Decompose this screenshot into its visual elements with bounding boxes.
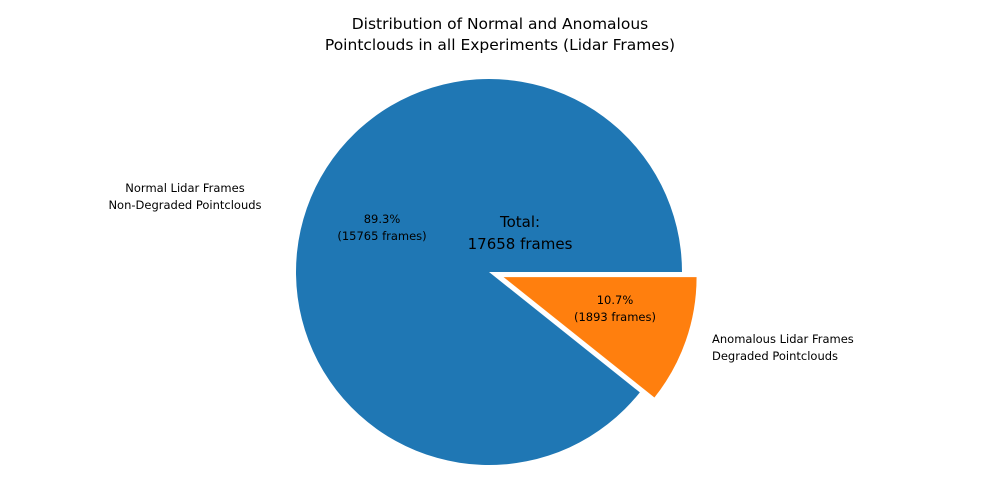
slice-label-normal: Normal Lidar Frames Non-Degraded Pointcl…: [108, 181, 262, 212]
slice-value-anomalous: 10.7% (1893 frames): [574, 293, 656, 324]
pie-slice-normal[interactable]: [296, 79, 682, 466]
slice-label-anomalous: Anomalous Lidar Frames Degraded Pointclo…: [712, 332, 854, 363]
chart-title: Distribution of Normal and Anomalous Poi…: [324, 15, 676, 54]
pie-slice-anomalous[interactable]: [503, 277, 697, 398]
slice-value-normal: 89.3% (15765 frames): [337, 212, 427, 243]
total-annotation: Total: 17658 frames: [467, 213, 573, 253]
